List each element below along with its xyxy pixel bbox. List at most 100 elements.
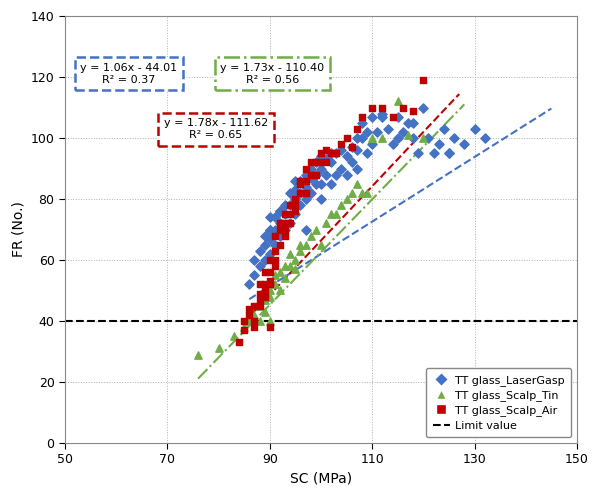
TT glass_LaserGasp <box>332 149 341 157</box>
TT glass_LaserGasp <box>419 103 428 111</box>
TT glass_Scalp_Air <box>290 195 300 203</box>
TT glass_Scalp_Air <box>265 277 275 285</box>
TT glass_LaserGasp <box>326 180 336 188</box>
TT glass_Scalp_Tin <box>244 317 254 325</box>
TT glass_Scalp_Tin <box>280 262 290 270</box>
TT glass_Scalp_Air <box>409 107 418 115</box>
TT glass_LaserGasp <box>306 189 316 197</box>
TT glass_Scalp_Tin <box>193 350 203 358</box>
TT glass_LaserGasp <box>275 207 285 215</box>
TT glass_Scalp_Air <box>265 280 275 288</box>
TT glass_LaserGasp <box>316 195 326 203</box>
TT glass_LaserGasp <box>393 113 403 121</box>
TT glass_Scalp_Tin <box>214 344 223 352</box>
TT glass_LaserGasp <box>429 149 439 157</box>
TT glass_LaserGasp <box>352 146 362 154</box>
TT glass_LaserGasp <box>306 170 316 178</box>
TT glass_Scalp_Air <box>244 305 254 313</box>
TT glass_LaserGasp <box>280 210 290 218</box>
TT glass_LaserGasp <box>347 159 356 166</box>
TT glass_Scalp_Air <box>265 268 275 276</box>
TT glass_Scalp_Tin <box>301 241 310 248</box>
TT glass_Scalp_Air <box>352 125 362 133</box>
TT glass_Scalp_Air <box>270 232 280 240</box>
TT glass_Scalp_Tin <box>326 210 336 218</box>
TT glass_LaserGasp <box>388 140 397 148</box>
TT glass_Scalp_Air <box>286 220 295 228</box>
TT glass_LaserGasp <box>357 134 367 142</box>
TT glass_Scalp_Tin <box>290 256 300 264</box>
TT glass_Scalp_Tin <box>260 308 269 316</box>
TT glass_LaserGasp <box>311 159 320 166</box>
TT glass_Scalp_Tin <box>229 332 239 340</box>
TT glass_Scalp_Air <box>332 149 341 157</box>
TT glass_LaserGasp <box>290 195 300 203</box>
TT glass_Scalp_Air <box>347 143 356 151</box>
TT glass_Scalp_Air <box>398 103 407 111</box>
TT glass_LaserGasp <box>290 186 300 194</box>
TT glass_LaserGasp <box>444 149 454 157</box>
TT glass_LaserGasp <box>326 159 336 166</box>
TT glass_LaserGasp <box>280 226 290 234</box>
TT glass_Scalp_Air <box>296 177 305 185</box>
TT glass_Scalp_Air <box>296 189 305 197</box>
TT glass_Scalp_Air <box>280 226 290 234</box>
TT glass_Scalp_Air <box>388 113 397 121</box>
TT glass_Scalp_Air <box>260 293 269 301</box>
TT glass_LaserGasp <box>352 134 362 142</box>
TT glass_Scalp_Tin <box>419 134 428 142</box>
TT glass_LaserGasp <box>296 201 305 209</box>
TT glass_LaserGasp <box>280 201 290 209</box>
TT glass_LaserGasp <box>398 128 407 136</box>
TT glass_Scalp_Air <box>255 290 265 298</box>
TT glass_LaserGasp <box>367 140 377 148</box>
TT glass_Scalp_Air <box>265 323 275 331</box>
TT glass_Scalp_Air <box>357 113 367 121</box>
TT glass_Scalp_Air <box>419 76 428 84</box>
TT glass_Scalp_Tin <box>296 247 305 255</box>
TT glass_Scalp_Tin <box>265 293 275 301</box>
TT glass_Scalp_Tin <box>286 250 295 258</box>
TT glass_Scalp_Air <box>275 220 285 228</box>
TT glass_LaserGasp <box>352 165 362 172</box>
TT glass_Scalp_Air <box>265 256 275 264</box>
TT glass_Scalp_Air <box>239 317 249 325</box>
TT glass_LaserGasp <box>244 280 254 288</box>
TT glass_LaserGasp <box>301 226 310 234</box>
TT glass_Scalp_Air <box>280 220 290 228</box>
TT glass_Scalp_Air <box>270 247 280 255</box>
TT glass_Scalp_Air <box>234 338 244 346</box>
TT glass_Scalp_Air <box>280 210 290 218</box>
TT glass_LaserGasp <box>250 256 259 264</box>
TT glass_LaserGasp <box>296 177 305 185</box>
X-axis label: SC (MPa): SC (MPa) <box>290 472 352 486</box>
TT glass_Scalp_Air <box>239 326 249 334</box>
TT glass_Scalp_Tin <box>367 134 377 142</box>
Text: y = 1.78x - 111.62
R² = 0.65: y = 1.78x - 111.62 R² = 0.65 <box>164 118 268 140</box>
TT glass_LaserGasp <box>270 241 280 248</box>
TT glass_LaserGasp <box>306 165 316 172</box>
TT glass_Scalp_Air <box>301 177 310 185</box>
TT glass_Scalp_Air <box>255 302 265 310</box>
TT glass_Scalp_Air <box>270 262 280 270</box>
TT glass_Scalp_Air <box>301 189 310 197</box>
TT glass_LaserGasp <box>409 119 418 127</box>
TT glass_LaserGasp <box>342 153 352 161</box>
TT glass_LaserGasp <box>337 165 346 172</box>
TT glass_Scalp_Tin <box>377 134 387 142</box>
TT glass_LaserGasp <box>316 153 326 161</box>
TT glass_LaserGasp <box>286 220 295 228</box>
TT glass_LaserGasp <box>367 113 377 121</box>
TT glass_LaserGasp <box>260 232 269 240</box>
TT glass_LaserGasp <box>321 170 331 178</box>
TT glass_Scalp_Tin <box>239 323 249 331</box>
TT glass_Scalp_Tin <box>332 210 341 218</box>
TT glass_LaserGasp <box>275 220 285 228</box>
TT glass_LaserGasp <box>362 128 372 136</box>
TT glass_LaserGasp <box>275 207 285 215</box>
TT glass_Scalp_Air <box>316 159 326 166</box>
TT glass_LaserGasp <box>290 186 300 194</box>
TT glass_LaserGasp <box>265 226 275 234</box>
TT glass_Scalp_Air <box>255 280 265 288</box>
TT glass_Scalp_Tin <box>347 189 356 197</box>
